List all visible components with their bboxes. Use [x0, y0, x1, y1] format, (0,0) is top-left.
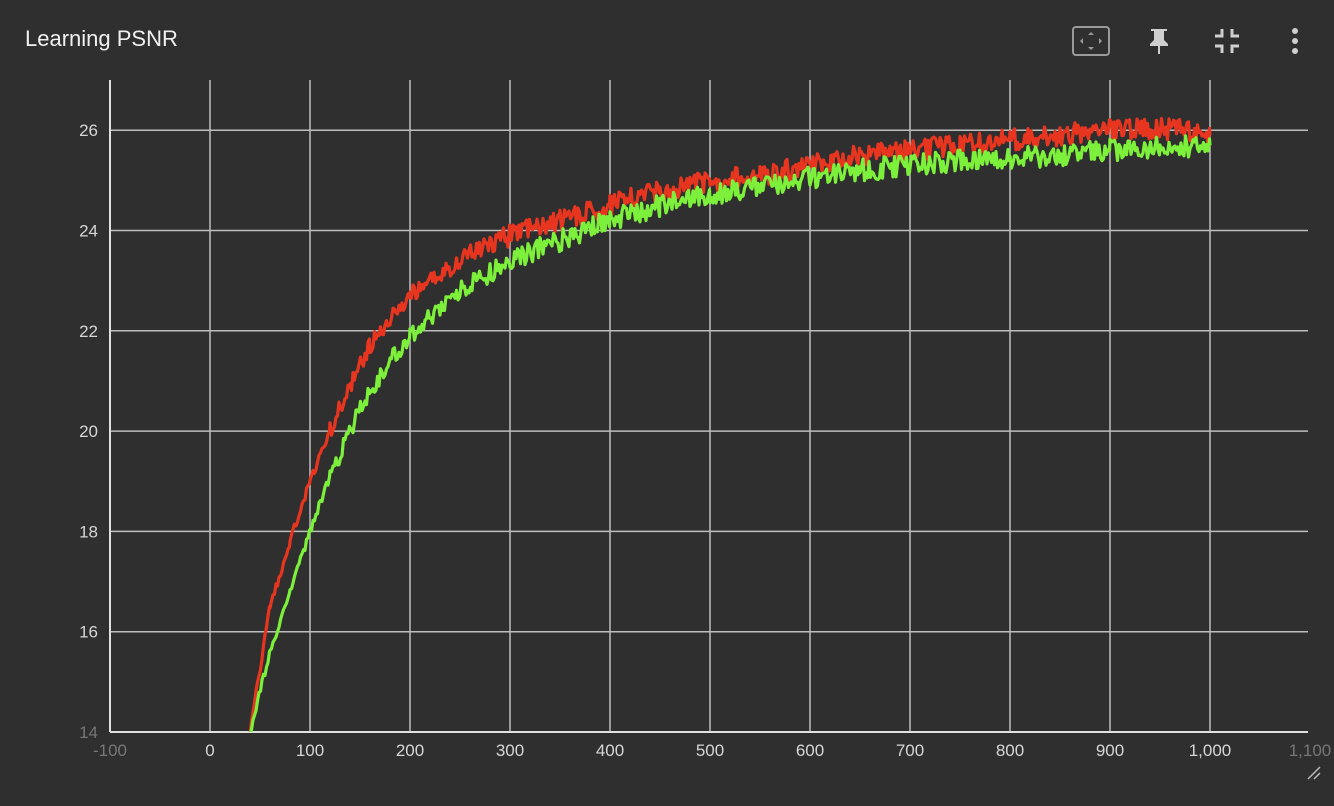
- y-tick-label: 18: [79, 522, 98, 541]
- x-tick-label: 1,100: [1289, 741, 1332, 760]
- card-toolbar: [1072, 22, 1314, 60]
- collapse-icon: [1215, 29, 1239, 53]
- x-tick-label: 200: [396, 741, 424, 760]
- y-tick-label: 22: [79, 322, 98, 341]
- x-tick-label: 600: [796, 741, 824, 760]
- x-tick-label: -100: [93, 741, 127, 760]
- resize-icon: [1307, 766, 1321, 780]
- y-tick-label: 14: [79, 723, 98, 742]
- collapse-button[interactable]: [1208, 22, 1246, 60]
- resize-handle[interactable]: [1304, 763, 1322, 786]
- x-tick-label: 300: [496, 741, 524, 760]
- fit-domain-icon: [1072, 26, 1110, 56]
- x-tick-label: 900: [1096, 741, 1124, 760]
- x-tick-label: 800: [996, 741, 1024, 760]
- pin-button[interactable]: [1140, 22, 1178, 60]
- x-tick-label: 1,000: [1189, 741, 1232, 760]
- fit-domain-button[interactable]: [1072, 22, 1110, 60]
- series-line-1: [248, 116, 1212, 732]
- x-tick-label: 100: [296, 741, 324, 760]
- chart-title: Learning PSNR: [25, 26, 178, 51]
- x-tick-label: 0: [205, 741, 214, 760]
- y-tick-label: 20: [79, 422, 98, 441]
- x-tick-label: 700: [896, 741, 924, 760]
- y-tick-label: 16: [79, 623, 98, 642]
- more-vert-icon: [1292, 28, 1298, 54]
- x-tick-label: 500: [696, 741, 724, 760]
- y-tick-label: 26: [79, 121, 98, 140]
- x-tick-label: 400: [596, 741, 624, 760]
- series-line-2: [249, 134, 1212, 732]
- more-options-button[interactable]: [1276, 22, 1314, 60]
- pin-icon: [1150, 29, 1168, 54]
- y-tick-label: 24: [79, 222, 98, 241]
